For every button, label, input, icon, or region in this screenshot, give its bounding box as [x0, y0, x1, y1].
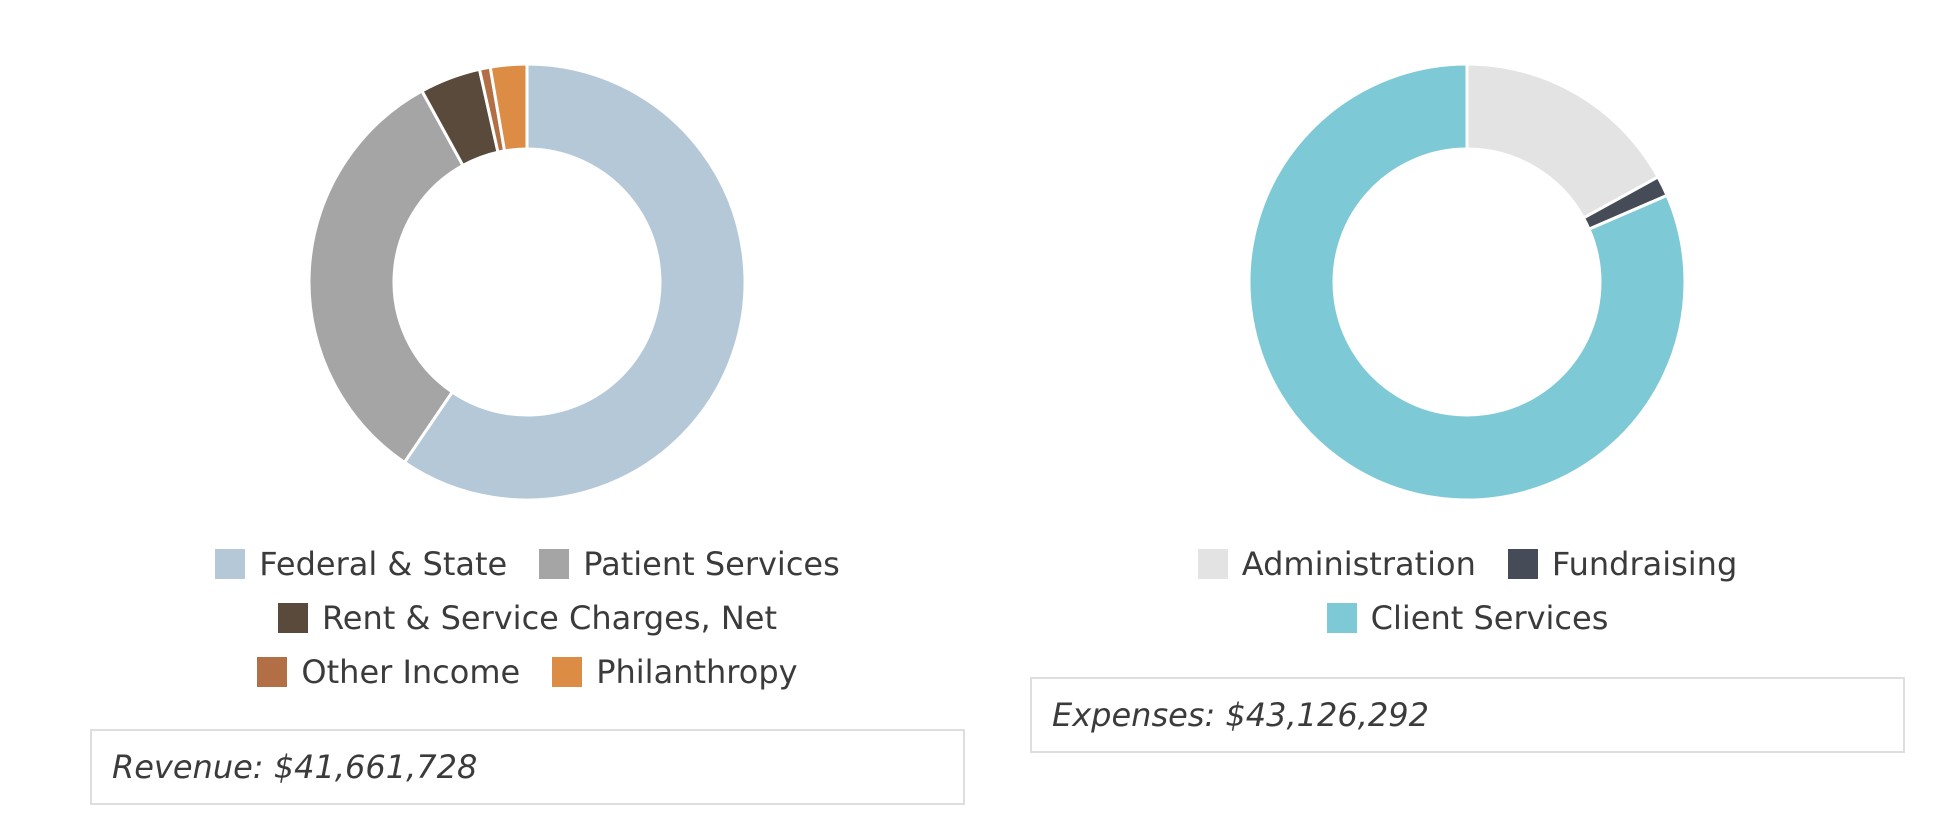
legend-label: Philanthropy — [596, 653, 798, 691]
expenses-legend-row: Administration Fundraising — [1030, 536, 1905, 590]
legend-swatch — [1326, 603, 1357, 633]
revenue-legend-row: Other Income Philanthropy — [90, 644, 965, 698]
expenses-legend-item-fundraising[interactable]: Fundraising — [1507, 538, 1738, 590]
revenue-donut-chart — [307, 62, 747, 502]
legend-swatch — [257, 657, 288, 687]
legend-label: Federal & State — [259, 545, 508, 583]
legend-swatch — [539, 549, 570, 579]
legend-swatch — [552, 657, 583, 687]
legend-swatch — [277, 603, 308, 633]
revenue-legend-item-rent-service-charges-net[interactable]: Rent & Service Charges, Net — [277, 592, 778, 644]
expenses-total-label: Expenses: $43,126,292 — [1052, 696, 1429, 734]
legend-label: Rent & Service Charges, Net — [321, 599, 778, 637]
revenue-total-box: Revenue: $41,661,728 — [90, 729, 965, 805]
revenue-chart-panel: Federal & State Patient Services Rent & Se… — [90, 0, 965, 822]
legend-swatch — [1507, 549, 1538, 579]
revenue-legend-row: Federal & State Patient Services — [90, 536, 965, 590]
expenses-legend-item-client-services[interactable]: Client Services — [1326, 592, 1609, 644]
revenue-slice-patient-services — [307, 89, 465, 464]
revenue-total-label: Revenue: $41,661,728 — [112, 748, 478, 786]
revenue-slice-federal-state — [402, 62, 747, 502]
expenses-legend-row: Client Services — [1030, 590, 1905, 644]
revenue-legend: Federal & State Patient Services Rent & Se… — [90, 536, 965, 698]
expenses-legend: Administration Fundraising Client Services — [1030, 536, 1905, 644]
legend-label: Other Income — [301, 653, 521, 691]
legend-swatch — [215, 549, 246, 579]
legend-label: Patient Services — [583, 545, 840, 583]
revenue-legend-row: Rent & Service Charges, Net — [90, 590, 965, 644]
legend-label: Fundraising — [1551, 545, 1738, 583]
legend-label: Client Services — [1370, 599, 1609, 637]
expenses-donut-chart — [1247, 62, 1687, 502]
revenue-legend-item-patient-services[interactable]: Patient Services — [539, 538, 840, 590]
revenue-slice-philanthropy — [488, 62, 529, 153]
expenses-legend-item-administration[interactable]: Administration — [1197, 538, 1476, 590]
revenue-legend-item-other-income[interactable]: Other Income — [257, 646, 520, 698]
expenses-total-box: Expenses: $43,126,292 — [1030, 677, 1905, 753]
expenses-chart-panel: Administration Fundraising Client Services… — [1030, 0, 1905, 822]
revenue-legend-item-philanthropy[interactable]: Philanthropy — [552, 646, 798, 698]
revenue-legend-item-federal-state[interactable]: Federal & State — [215, 538, 507, 590]
legend-label: Administration — [1241, 545, 1476, 583]
expenses-slice-client-services — [1247, 62, 1687, 502]
legend-swatch — [1197, 549, 1228, 579]
